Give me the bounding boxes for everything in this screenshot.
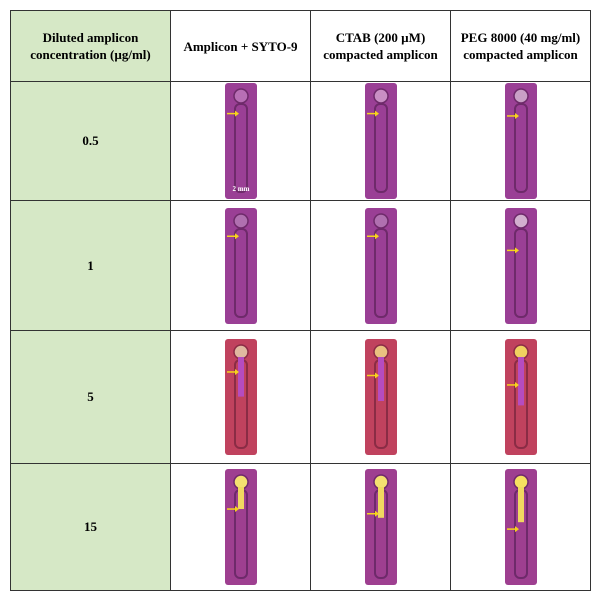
image-cell	[170, 330, 311, 464]
image-cell	[450, 81, 591, 201]
data-row: 5	[10, 330, 591, 464]
fluorescent-band	[237, 357, 244, 397]
chip	[364, 83, 397, 199]
channel	[373, 227, 388, 318]
arrow-head	[514, 112, 519, 119]
fluorescent-band	[517, 487, 524, 523]
reservoir	[232, 474, 249, 490]
image-cell	[310, 81, 451, 201]
arrow-head	[374, 110, 379, 117]
header-row: Diluted amplicon concentration (µg/ml) A…	[10, 10, 591, 82]
results-table: Diluted amplicon concentration (µg/ml) A…	[10, 10, 591, 591]
channel-image	[504, 83, 537, 199]
reservoir	[512, 212, 529, 229]
header-cell: PEG 8000 (40 mg/ml) compacted amplicon	[450, 10, 591, 82]
header-cell: Amplicon + SYTO-9	[170, 10, 311, 82]
arrow-head	[514, 526, 519, 533]
arrow-head	[374, 510, 379, 517]
chip	[224, 339, 257, 455]
data-row: 1	[10, 200, 591, 331]
chip	[224, 207, 257, 324]
chip	[364, 469, 397, 585]
image-cell: 2 mm	[170, 81, 311, 201]
reservoir	[372, 474, 389, 490]
image-cell	[310, 330, 451, 464]
data-row: 15	[10, 463, 591, 591]
arrow-head	[374, 372, 379, 379]
channel-image	[504, 469, 537, 585]
concentration-cell: 1	[10, 200, 171, 331]
arrow-head	[234, 232, 239, 239]
concentration-cell: 15	[10, 463, 171, 591]
channel-image	[504, 207, 537, 324]
arrow-head	[514, 381, 519, 388]
image-cell	[170, 200, 311, 331]
fluorescent-band	[237, 487, 244, 509]
reservoir	[512, 344, 529, 360]
channel-image	[364, 83, 397, 199]
header-cell: Diluted amplicon concentration (µg/ml)	[10, 10, 171, 82]
arrow-head	[234, 368, 239, 375]
chip	[504, 207, 537, 324]
fluorescent-band	[517, 357, 524, 406]
scale-label: 2 mm	[232, 185, 249, 193]
reservoir	[512, 474, 529, 490]
channel	[373, 103, 388, 193]
chip	[504, 469, 537, 585]
image-cell	[450, 330, 591, 464]
concentration-cell: 0.5	[10, 81, 171, 201]
reservoir	[372, 88, 389, 104]
reservoir	[372, 344, 389, 360]
arrow-head	[234, 506, 239, 513]
chip	[364, 207, 397, 324]
channel	[233, 103, 248, 193]
reservoir	[372, 212, 389, 229]
chip	[224, 469, 257, 585]
concentration-cell: 5	[10, 330, 171, 464]
channel-image	[504, 339, 537, 455]
channel-image	[224, 339, 257, 455]
image-cell	[170, 463, 311, 591]
channel-image	[224, 469, 257, 585]
reservoir	[232, 212, 249, 229]
image-cell	[450, 200, 591, 331]
channel-image	[364, 469, 397, 585]
channel	[233, 227, 248, 318]
arrow-head	[514, 246, 519, 253]
arrow-head	[374, 232, 379, 239]
fluorescent-band	[377, 357, 384, 401]
chip	[224, 83, 257, 199]
header-cell: CTAB (200 µM) compacted amplicon	[310, 10, 451, 82]
channel-image	[364, 207, 397, 324]
reservoir	[512, 88, 529, 104]
reservoir	[232, 344, 249, 360]
data-row: 0.5 2 mm	[10, 81, 591, 201]
arrow-head	[234, 110, 239, 117]
image-cell	[450, 463, 591, 591]
channel-image	[364, 339, 397, 455]
channel	[513, 227, 528, 318]
reservoir	[232, 88, 249, 104]
fluorescent-band	[377, 487, 384, 518]
channel-image: 2 mm	[224, 83, 257, 199]
chip	[504, 83, 537, 199]
image-cell	[310, 200, 451, 331]
image-cell	[310, 463, 451, 591]
channel-image	[224, 207, 257, 324]
channel	[513, 103, 528, 193]
